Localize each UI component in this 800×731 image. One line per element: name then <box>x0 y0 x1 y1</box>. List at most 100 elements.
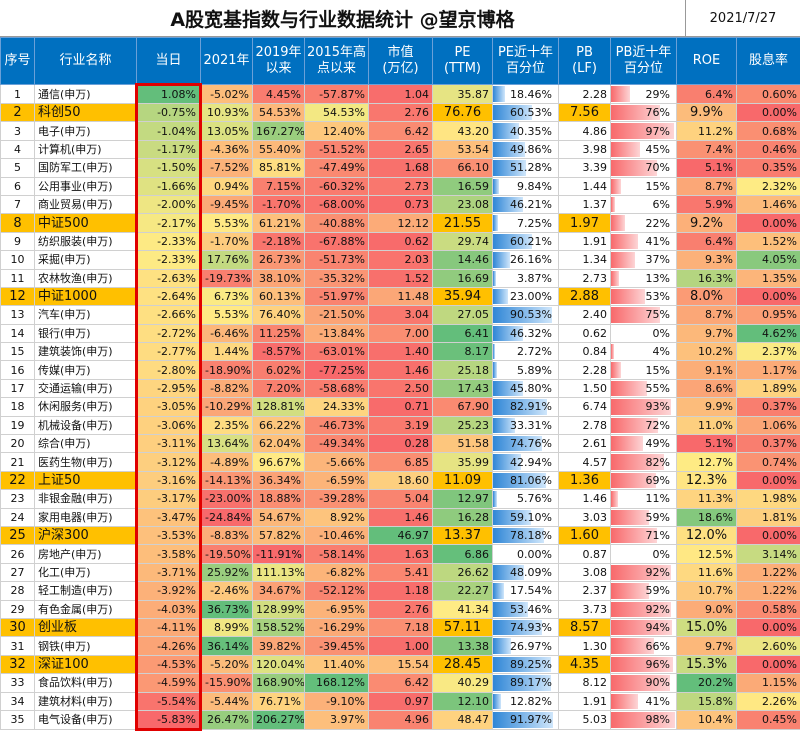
change-since-2015-high: -39.28% <box>305 490 369 508</box>
change-since-2019: 76.40% <box>253 306 305 324</box>
pb-percentile-bar <box>611 252 635 267</box>
pe-percentile-value: 81.06% <box>510 474 555 487</box>
dividend-yield: 0.68% <box>737 122 800 140</box>
row-name: 食品饮料(申万) <box>35 674 137 692</box>
col-pe-percentile-header: PE近十年百分位 <box>493 38 559 85</box>
pb-percentile: 72% <box>611 416 677 434</box>
row-index: 8 <box>1 214 35 232</box>
change-2021: -5.44% <box>201 692 253 710</box>
pe-percentile: 59.10% <box>493 508 559 526</box>
today-change: -4.53% <box>137 655 201 673</box>
row-index: 4 <box>1 140 35 158</box>
row-name: 纺织服装(申万) <box>35 232 137 250</box>
pb-percentile: 90% <box>611 674 677 692</box>
pb-lf: 3.73 <box>559 600 611 618</box>
pb-lf: 1.46 <box>559 490 611 508</box>
market-cap: 2.50 <box>369 379 433 397</box>
row-name: 休闲服务(申万) <box>35 398 137 416</box>
row-name: 深证100 <box>35 655 137 673</box>
pb-percentile: 4% <box>611 343 677 361</box>
col-pb-header: PB(LF) <box>559 38 611 85</box>
change-2021: 6.73% <box>201 287 253 305</box>
dividend-yield: 0.00% <box>737 287 800 305</box>
col-today-header: 当日 <box>137 38 201 85</box>
pb-percentile: 70% <box>611 159 677 177</box>
pe-ttm: 43.20 <box>433 122 493 140</box>
row-index: 23 <box>1 490 35 508</box>
change-2021: 5.53% <box>201 306 253 324</box>
pb-percentile: 49% <box>611 435 677 453</box>
dividend-yield: 1.81% <box>737 508 800 526</box>
pe-percentile-bar <box>493 289 508 304</box>
roe-value: 15.3% <box>677 655 737 673</box>
today-change: -2.66% <box>137 306 201 324</box>
today-change: -1.66% <box>137 177 201 195</box>
pe-percentile: 89.17% <box>493 674 559 692</box>
dividend-yield: 2.37% <box>737 343 800 361</box>
dividend-yield: 0.00% <box>737 526 800 544</box>
today-change: -2.17% <box>137 214 201 232</box>
change-since-2019: 85.81% <box>253 159 305 177</box>
pb-percentile-value: 53% <box>646 290 673 303</box>
pe-percentile-bar <box>493 694 501 709</box>
pe-percentile: 46.21% <box>493 195 559 213</box>
pb-lf: 1.97 <box>559 214 611 232</box>
dividend-yield: 1.15% <box>737 674 800 692</box>
pb-percentile: 22% <box>611 214 677 232</box>
pb-percentile-value: 15% <box>646 180 673 193</box>
pe-percentile: 3.87% <box>493 269 559 287</box>
pe-percentile: 48.09% <box>493 563 559 581</box>
pe-percentile-value: 48.09% <box>510 566 555 579</box>
pb-lf: 3.03 <box>559 508 611 526</box>
pb-lf: 2.61 <box>559 435 611 453</box>
pb-percentile-bar <box>611 583 649 598</box>
pe-percentile: 53.46% <box>493 600 559 618</box>
pe-percentile-bar <box>493 252 510 267</box>
today-change: -3.11% <box>137 435 201 453</box>
change-2021: -23.00% <box>201 490 253 508</box>
pe-ttm: 35.99 <box>433 453 493 471</box>
row-index: 20 <box>1 435 35 453</box>
pe-percentile: 91.97% <box>493 710 559 729</box>
title-row: A股宽基指数与行业数据统计 @望京博格 2021/7/27 <box>0 0 800 37</box>
pe-percentile: 42.94% <box>493 453 559 471</box>
pb-percentile-value: 22% <box>646 217 673 230</box>
dividend-yield: 2.26% <box>737 692 800 710</box>
roe-value: 9.7% <box>677 324 737 342</box>
roe-value: 6.4% <box>677 85 737 104</box>
pb-percentile: 13% <box>611 269 677 287</box>
dividend-yield: 0.37% <box>737 435 800 453</box>
pe-percentile-value: 51.28% <box>510 161 555 174</box>
pe-percentile-value: 40.35% <box>510 125 555 138</box>
change-2021: -4.89% <box>201 453 253 471</box>
change-since-2015-high: -51.73% <box>305 251 369 269</box>
pe-ttm: 48.47 <box>433 710 493 729</box>
pb-percentile: 92% <box>611 563 677 581</box>
roe-value: 9.3% <box>677 251 737 269</box>
change-2021: 17.76% <box>201 251 253 269</box>
dividend-yield: 1.46% <box>737 195 800 213</box>
row-name: 化工(申万) <box>35 563 137 581</box>
pe-percentile-value: 33.31% <box>510 419 555 432</box>
dividend-yield: 0.37% <box>737 398 800 416</box>
dividend-yield: 1.17% <box>737 361 800 379</box>
pb-percentile-value: 59% <box>646 511 673 524</box>
row-index: 6 <box>1 177 35 195</box>
change-2021: 25.92% <box>201 563 253 581</box>
change-2021: -14.13% <box>201 471 253 489</box>
pe-percentile-value: 46.32% <box>510 327 555 340</box>
pe-ttm: 23.08 <box>433 195 493 213</box>
pb-percentile: 71% <box>611 526 677 544</box>
pe-percentile-value: 49.86% <box>510 143 555 156</box>
pb-percentile-value: 49% <box>646 437 673 450</box>
today-change: -3.05% <box>137 398 201 416</box>
change-since-2019: 36.34% <box>253 471 305 489</box>
pe-ttm: 16.69 <box>433 269 493 287</box>
change-since-2019: -1.70% <box>253 195 305 213</box>
dividend-yield: 3.14% <box>737 545 800 563</box>
